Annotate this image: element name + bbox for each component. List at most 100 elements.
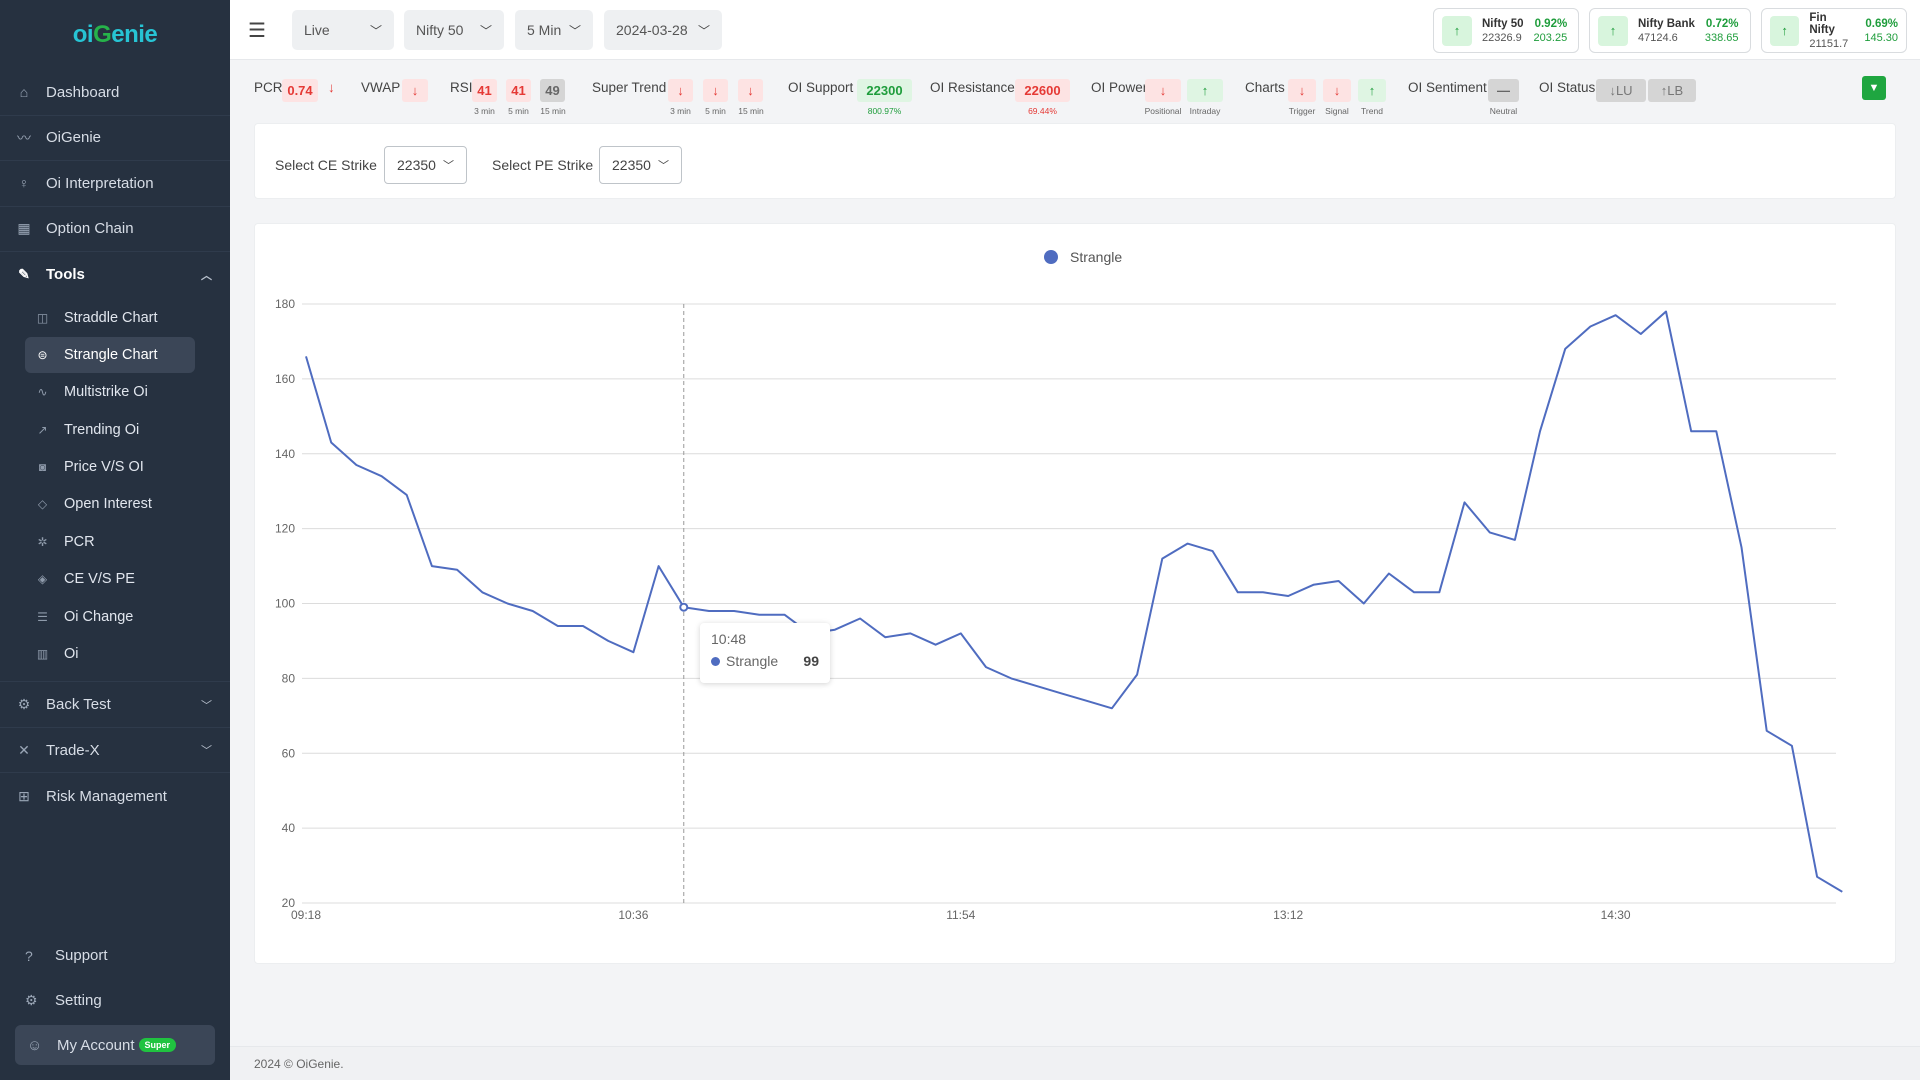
ticker-nifty-bank[interactable]: ↑ Nifty Bank 47124.6 0.72% 338.65 — [1589, 8, 1751, 53]
ce-strike-value: 22350 — [397, 157, 436, 173]
sidebar-item-option-chain[interactable]: ▦ Option Chain — [0, 207, 230, 252]
logo-text-g: G — [93, 21, 112, 48]
sidebar-item-label: Open Interest — [64, 496, 152, 513]
filter-icon[interactable]: ▼ — [1862, 76, 1886, 100]
chart-box-icon: ◫ — [36, 310, 49, 325]
sidebar-bottom: ? Support ⚙ Setting ☺ My Account Super — [0, 933, 230, 1080]
ticker-fin-nifty[interactable]: ↑ Fin Nifty 21151.7 0.69% 145.30 — [1761, 8, 1907, 53]
my-account-button[interactable]: ☺ My Account Super — [15, 1025, 215, 1065]
oi-sentiment-sub: Neutral — [1489, 106, 1518, 116]
account-label: My Account — [57, 1036, 135, 1054]
x-icon: ✕ — [18, 741, 30, 758]
sidebar-item-label: Strangle Chart — [64, 346, 158, 363]
sidebar-item-ce-vs-pe[interactable]: ◈ CE V/S PE — [25, 561, 195, 597]
rsi-label: RSI — [450, 80, 473, 95]
sidebar-item-dashboard[interactable]: ⌂ Dashboard — [0, 70, 230, 116]
sidebar-item-label: Option Chain — [46, 220, 134, 238]
y-tick-label: 160 — [275, 372, 295, 386]
super-badge: Super — [138, 1038, 177, 1052]
ce-strike-select[interactable]: 22350 ﹀ — [384, 146, 467, 184]
footer: 2024 © OiGenie. — [230, 1046, 1920, 1080]
sidebar-item-label: Oi — [64, 646, 79, 663]
logo-text-oi: oi — [72, 21, 94, 48]
rsi-tf: 5 min — [508, 106, 529, 116]
y-tick-label: 80 — [282, 671, 296, 685]
index-select[interactable]: Nifty 50 ﹀ — [404, 10, 504, 50]
barrier-icon: ⊞ — [18, 787, 30, 804]
y-tick-label: 40 — [282, 821, 296, 835]
sidebar-item-oi[interactable]: ▥ Oi — [25, 636, 195, 672]
tools-submenu: ◫ Straddle Chart ⊜ Strangle Chart ∿ Mult… — [0, 298, 230, 683]
pcr-label: PCR — [254, 80, 283, 95]
interval-select[interactable]: 5 Min ﹀ — [515, 10, 593, 50]
date-select[interactable]: 2024-03-28 ﹀ — [604, 10, 722, 50]
hamburger-menu-icon[interactable]: ☰ — [248, 20, 266, 42]
sidebar-item-strangle-chart[interactable]: ⊜ Strangle Chart — [25, 336, 195, 373]
sidebar-item-trade-x[interactable]: ✕ Trade-X ﹀ — [0, 728, 230, 774]
rsi-5min: 41 — [506, 79, 531, 102]
chart-legend[interactable]: Strangle — [1044, 249, 1122, 265]
sidebar-item-oi-change[interactable]: ☰ Oi Change — [25, 599, 195, 635]
sidebar-item-label: Trade-X — [46, 741, 100, 759]
charts-tf: Trigger — [1288, 106, 1316, 116]
y-tick-label: 20 — [282, 896, 296, 910]
sidebar-item-oi-interpretation[interactable]: ♀ Oi Interpretation — [0, 161, 230, 207]
super-trend-label: Super Trend — [592, 80, 667, 95]
sidebar-item-label: Back Test — [46, 696, 111, 714]
oi-power-intraday-pill: ↑ — [1187, 79, 1223, 102]
bars-icon: ▥ — [36, 647, 49, 662]
sidebar-item-trending-oi[interactable]: ↗ Trending Oi — [25, 412, 195, 448]
sidebar-item-open-interest[interactable]: ◇ Open Interest — [25, 486, 195, 522]
sidebar-item-oigenie[interactable]: 〰 OiGenie — [0, 116, 230, 161]
oi-status-lb: ↑LB — [1648, 79, 1696, 102]
ticker-change: 338.65 — [1704, 31, 1739, 44]
sidebar-item-risk-management[interactable]: ⊞ Risk Management — [0, 773, 230, 819]
chevron-up-icon: ︿ — [201, 269, 212, 282]
chevron-down-icon: ﹀ — [369, 23, 382, 38]
sidebar-item-setting[interactable]: ⚙ Setting — [0, 978, 230, 1023]
ticker-change: 145.30 — [1864, 31, 1898, 44]
sidebar-item-label: Oi Interpretation — [46, 174, 154, 192]
ticker-value: 47124.6 — [1638, 31, 1678, 44]
tooltip-marker — [711, 656, 720, 666]
ticker-nifty-50[interactable]: ↑ Nifty 50 22326.9 0.92% 203.25 — [1433, 8, 1579, 53]
st-5min-pill: ↓ — [703, 79, 728, 102]
st-tf: 15 min — [738, 106, 764, 116]
oi-resistance-pct: 69.44% — [1028, 106, 1057, 116]
ticker-value: 22326.9 — [1482, 31, 1522, 44]
cog-icon: ⚙ — [17, 696, 31, 713]
ticker-value: 21151.7 — [1809, 37, 1849, 50]
sidebar-item-tools[interactable]: ✎ Tools ︿ — [0, 252, 230, 298]
y-tick-label: 60 — [282, 746, 296, 760]
sidebar-item-straddle-chart[interactable]: ◫ Straddle Chart — [25, 300, 195, 336]
vwap-label: VWAP — [361, 80, 401, 95]
ticker-name: Nifty 50 — [1482, 17, 1524, 30]
settings-icon: ⚙ — [25, 992, 38, 1008]
wave-icon: 〰 — [17, 129, 31, 146]
arrow-up-icon: ↑ — [1442, 15, 1472, 46]
legend-label: Strangle — [1070, 249, 1123, 265]
arrow-up-icon: ↑ — [1598, 15, 1628, 46]
y-tick-label: 100 — [275, 597, 295, 611]
rsi-3min: 41 — [472, 79, 497, 102]
y-tick-label: 120 — [275, 522, 295, 536]
sidebar-item-multistrike-oi[interactable]: ∿ Multistrike Oi — [25, 374, 195, 410]
sidebar-item-price-vs-oi[interactable]: ◙ Price V/S OI — [25, 449, 195, 485]
pe-strike-value: 22350 — [612, 157, 651, 173]
ticker-pct: 0.69% — [1865, 17, 1898, 30]
sidebar-item-support[interactable]: ? Support — [0, 933, 230, 978]
chart-tooltip: 10:48 Strangle 99 — [700, 623, 830, 683]
sidebar-item-label: Support — [55, 947, 108, 964]
pe-strike-select[interactable]: 22350 ﹀ — [599, 146, 682, 184]
chevron-down-icon: ﹀ — [443, 160, 454, 172]
topbar: ☰ Live ﹀ Nifty 50 ﹀ 5 Min ﹀ 2024-03-28 ﹀… — [230, 0, 1920, 60]
strangle-line-chart[interactable]: 20 40 60 80 100 120 140 160 180 09:18 10:36 11:54 13… — [255, 224, 1897, 965]
sidebar-item-back-test[interactable]: ⚙ Back Test ﹀ — [0, 682, 230, 728]
grid-icon: ▦ — [17, 220, 31, 237]
mode-select[interactable]: Live ﹀ — [292, 10, 394, 50]
sidebar-item-pcr[interactable]: ✲ PCR — [25, 524, 195, 560]
st-tf: 3 min — [670, 106, 691, 116]
hover-point — [679, 602, 689, 612]
gear-outline-icon: ✲ — [37, 534, 48, 549]
